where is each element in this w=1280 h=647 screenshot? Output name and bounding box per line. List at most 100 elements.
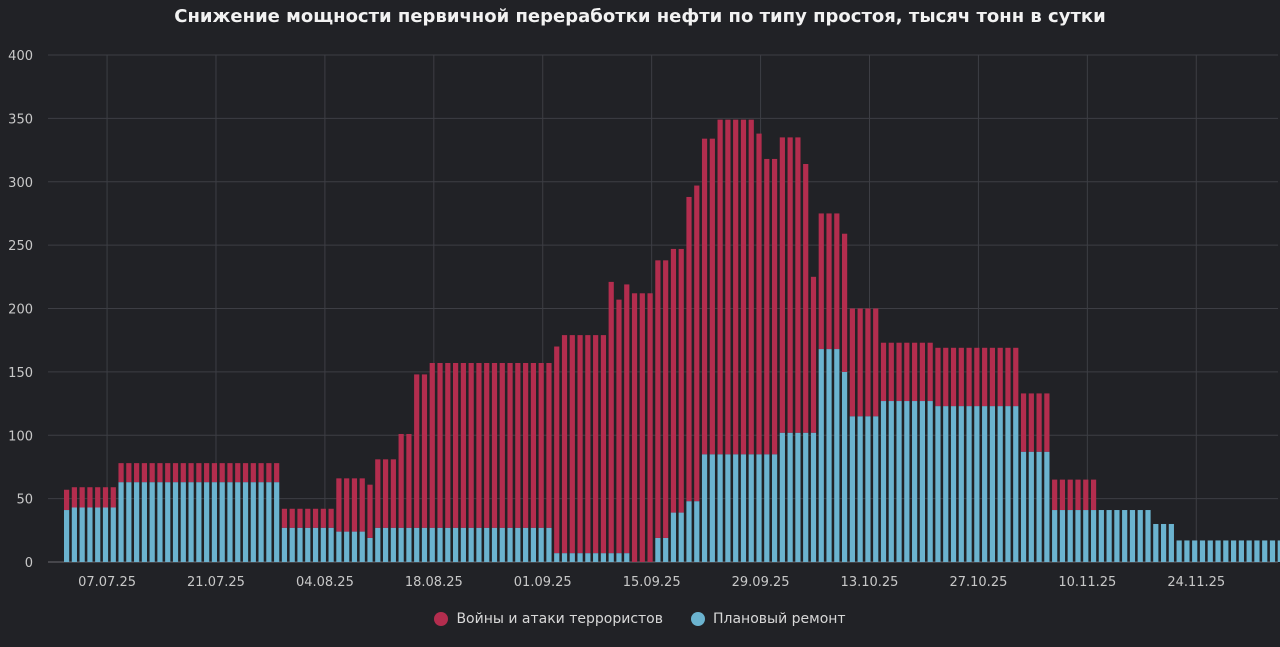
bar-wars[interactable] bbox=[880, 342, 887, 402]
bar-planned[interactable] bbox=[1160, 523, 1167, 562]
bar-planned[interactable] bbox=[826, 349, 832, 562]
bar-planned[interactable] bbox=[1231, 540, 1237, 562]
bar-planned[interactable] bbox=[546, 527, 552, 562]
bar-wars[interactable] bbox=[398, 433, 404, 528]
legend-item-wars[interactable]: Войны и атаки террористов bbox=[434, 611, 663, 627]
bar-planned[interactable] bbox=[608, 553, 614, 562]
bar-planned[interactable] bbox=[655, 537, 661, 562]
bar-wars[interactable] bbox=[787, 137, 793, 433]
bar-wars[interactable] bbox=[958, 347, 964, 407]
bar-planned[interactable] bbox=[1277, 540, 1280, 562]
bar-planned[interactable] bbox=[180, 482, 186, 562]
bar-planned[interactable] bbox=[1269, 540, 1276, 562]
bar-wars[interactable] bbox=[982, 347, 988, 407]
bar-planned[interactable] bbox=[141, 482, 147, 562]
bar-planned[interactable] bbox=[227, 482, 233, 562]
bar-wars[interactable] bbox=[546, 363, 552, 528]
bar-planned[interactable] bbox=[943, 406, 949, 562]
bar-wars[interactable] bbox=[336, 478, 342, 532]
bar-wars[interactable] bbox=[172, 463, 179, 483]
bar-wars[interactable] bbox=[1044, 393, 1050, 452]
bar-wars[interactable] bbox=[834, 213, 840, 350]
bar-planned[interactable] bbox=[569, 553, 575, 562]
bar-planned[interactable] bbox=[950, 406, 957, 562]
bar-wars[interactable] bbox=[694, 185, 700, 502]
bar-wars[interactable] bbox=[538, 363, 544, 528]
bar-wars[interactable] bbox=[227, 463, 233, 483]
bar-wars[interactable] bbox=[312, 508, 319, 528]
bar-planned[interactable] bbox=[803, 432, 809, 562]
bar-planned[interactable] bbox=[507, 527, 513, 562]
bar-wars[interactable] bbox=[919, 342, 925, 402]
bar-planned[interactable] bbox=[367, 537, 373, 562]
bar-planned[interactable] bbox=[406, 527, 412, 562]
bar-planned[interactable] bbox=[873, 416, 879, 562]
bar-planned[interactable] bbox=[1067, 510, 1073, 562]
bar-planned[interactable] bbox=[818, 349, 824, 562]
bar-wars[interactable] bbox=[896, 342, 902, 402]
bar-wars[interactable] bbox=[950, 347, 957, 407]
bar-planned[interactable] bbox=[717, 454, 723, 562]
bar-wars[interactable] bbox=[110, 487, 116, 508]
bar-planned[interactable] bbox=[297, 527, 303, 562]
bar-wars[interactable] bbox=[429, 363, 435, 528]
bar-wars[interactable] bbox=[1028, 393, 1034, 452]
bar-wars[interactable] bbox=[655, 260, 661, 538]
bar-wars[interactable] bbox=[717, 119, 723, 455]
bar-wars[interactable] bbox=[1020, 393, 1027, 452]
bar-planned[interactable] bbox=[1153, 523, 1159, 562]
bar-wars[interactable] bbox=[406, 433, 412, 528]
bar-planned[interactable] bbox=[935, 406, 941, 562]
bar-planned[interactable] bbox=[172, 482, 179, 562]
bar-planned[interactable] bbox=[1005, 406, 1011, 562]
bar-planned[interactable] bbox=[974, 406, 980, 562]
bar-wars[interactable] bbox=[219, 463, 225, 483]
bar-wars[interactable] bbox=[266, 463, 272, 483]
bar-planned[interactable] bbox=[554, 553, 560, 562]
bar-wars[interactable] bbox=[624, 284, 630, 554]
bar-planned[interactable] bbox=[616, 553, 622, 562]
bar-planned[interactable] bbox=[810, 432, 817, 562]
bar-planned[interactable] bbox=[1044, 451, 1050, 562]
bar-wars[interactable] bbox=[1090, 479, 1097, 511]
bar-planned[interactable] bbox=[484, 527, 490, 562]
bar-planned[interactable] bbox=[764, 454, 770, 562]
bar-planned[interactable] bbox=[1238, 540, 1244, 562]
bar-wars[interactable] bbox=[95, 487, 101, 508]
bar-wars[interactable] bbox=[242, 463, 249, 483]
bar-wars[interactable] bbox=[989, 347, 996, 407]
bar-planned[interactable] bbox=[989, 406, 996, 562]
bar-wars[interactable] bbox=[888, 342, 894, 402]
bar-wars[interactable] bbox=[351, 478, 358, 532]
bar-wars[interactable] bbox=[927, 342, 933, 402]
bar-planned[interactable] bbox=[375, 527, 381, 562]
bar-planned[interactable] bbox=[1114, 510, 1120, 562]
bar-planned[interactable] bbox=[701, 454, 708, 562]
bar-wars[interactable] bbox=[118, 463, 124, 483]
bar-planned[interactable] bbox=[414, 527, 420, 562]
bar-planned[interactable] bbox=[1028, 451, 1034, 562]
bar-planned[interactable] bbox=[585, 553, 591, 562]
bar-planned[interactable] bbox=[165, 482, 171, 562]
bar-wars[interactable] bbox=[849, 308, 855, 417]
bar-planned[interactable] bbox=[1137, 510, 1143, 562]
bar-planned[interactable] bbox=[1246, 540, 1252, 562]
bar-wars[interactable] bbox=[1075, 479, 1081, 511]
bar-wars[interactable] bbox=[211, 463, 218, 483]
bar-planned[interactable] bbox=[997, 406, 1003, 562]
bar-wars[interactable] bbox=[966, 347, 972, 407]
bar-wars[interactable] bbox=[250, 463, 256, 483]
bar-planned[interactable] bbox=[390, 527, 396, 562]
bar-wars[interactable] bbox=[608, 281, 614, 554]
bar-wars[interactable] bbox=[235, 463, 241, 483]
bar-planned[interactable] bbox=[904, 401, 910, 562]
bar-wars[interactable] bbox=[1005, 347, 1011, 407]
bar-planned[interactable] bbox=[756, 454, 762, 562]
bar-wars[interactable] bbox=[149, 463, 155, 483]
bar-wars[interactable] bbox=[1059, 479, 1066, 511]
bar-planned[interactable] bbox=[771, 454, 778, 562]
bar-wars[interactable] bbox=[569, 335, 575, 554]
bar-wars[interactable] bbox=[297, 508, 303, 528]
bar-planned[interactable] bbox=[1020, 451, 1027, 562]
bar-planned[interactable] bbox=[523, 527, 529, 562]
